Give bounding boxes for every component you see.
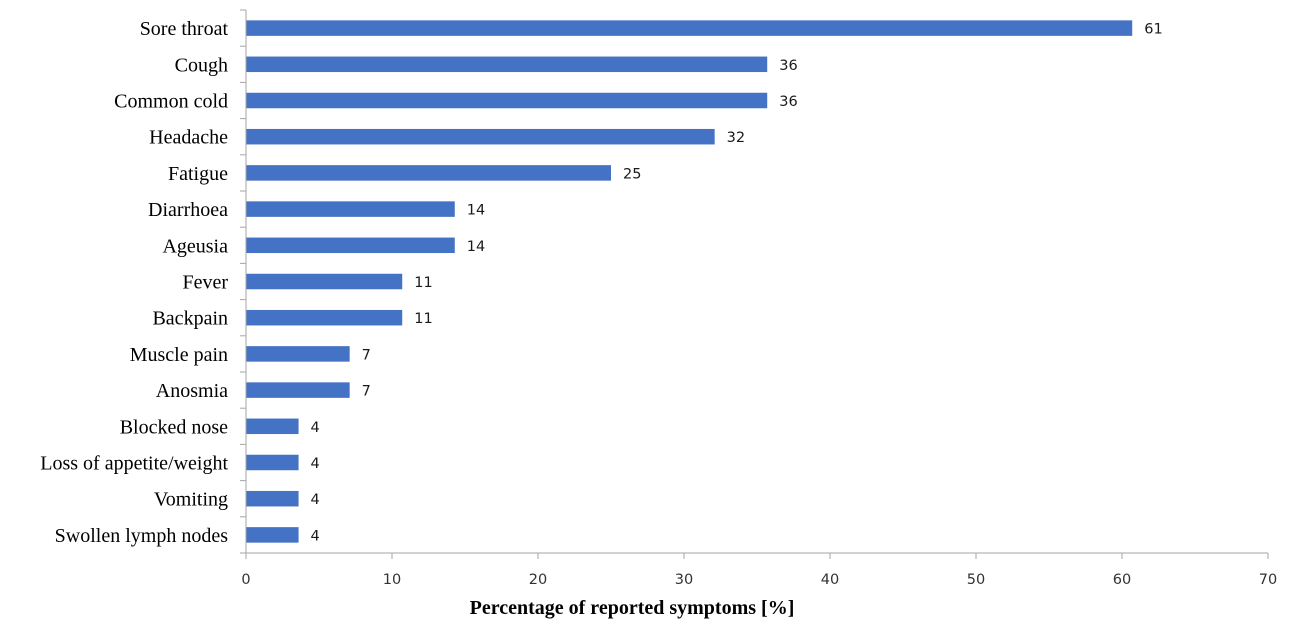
bar [246,382,350,398]
category-label: Swollen lymph nodes [55,525,229,547]
bar [246,418,299,435]
data-label: 36 [779,94,797,110]
bar [246,128,715,145]
data-label: 11 [414,311,432,327]
category-label: Common cold [114,91,228,113]
data-label: 4 [311,492,320,508]
bar [246,490,299,507]
x-tick-label: 0 [241,572,250,588]
category-label: Fever [182,272,228,294]
x-tick-label: 50 [967,572,985,588]
category-label: Ageusia [162,235,228,257]
x-tick-label: 10 [383,572,401,588]
bar [246,20,1133,36]
category-label: Sore throat [140,18,229,40]
axes-layer [245,10,1268,554]
bar [246,237,455,254]
x-tick-label: 70 [1259,572,1277,588]
category-label: Headache [149,127,228,149]
data-label: 4 [311,420,320,436]
category-label: Backpain [152,308,228,330]
x-tick-label: 20 [529,572,547,588]
data-label: 11 [414,275,432,291]
x-tick-label: 60 [1113,572,1131,588]
x-axis-title: Percentage of reported symptoms [%] [470,597,795,619]
category-label: Loss of appetite/weight [40,453,228,475]
bar [246,165,611,181]
data-label: 61 [1144,22,1162,38]
x-tick-label: 30 [675,572,693,588]
category-label: Cough [175,54,228,76]
bar [246,92,768,109]
bars-layer [246,20,1133,543]
category-label: Fatigue [168,163,228,185]
data-label: 25 [623,166,641,182]
category-label: Muscle pain [130,344,228,366]
data-label: 36 [779,58,797,74]
data-label: 7 [362,384,371,400]
bar [246,56,768,73]
bar [246,201,455,217]
data-label: 7 [362,347,371,363]
category-label: Anosmia [156,380,228,402]
category-label: Blocked nose [120,416,228,438]
bar [246,527,299,543]
data-label: 4 [311,528,320,544]
data-label: 4 [311,456,320,472]
category-label: Diarrhoea [148,199,228,221]
labels-layer: Sore throat 61 Cough 36 Common cold 36 Headach… [40,18,1277,588]
data-label: 32 [727,130,745,146]
bar [246,346,350,362]
bar [246,309,403,326]
category-label: Vomiting [154,489,228,511]
bar [246,454,299,471]
data-label: 14 [467,203,485,219]
ticks-layer [240,9,1269,559]
bar [246,273,403,290]
x-tick-label: 40 [821,572,839,588]
data-label: 14 [467,239,485,255]
